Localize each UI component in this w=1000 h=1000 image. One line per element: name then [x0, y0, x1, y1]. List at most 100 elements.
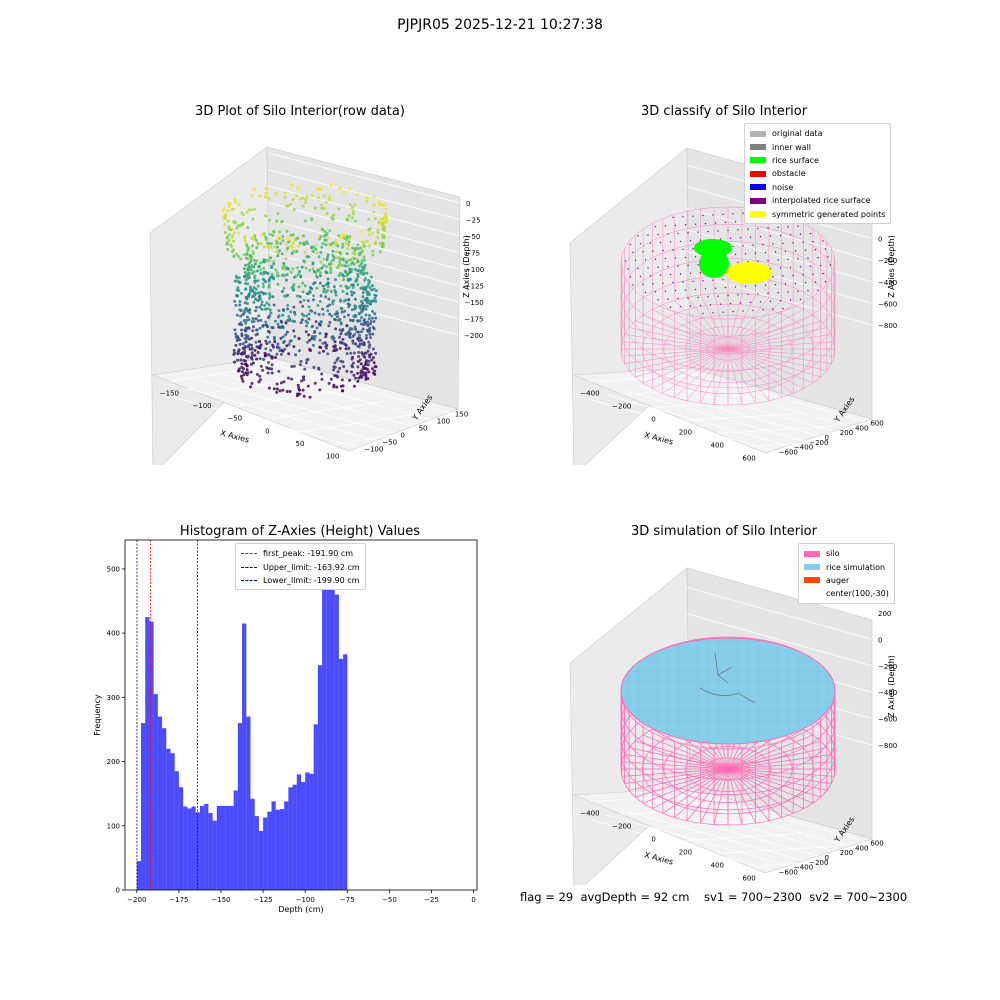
panel1-zlabel: Z Axies (Depth) — [461, 235, 471, 298]
histogram-bar — [305, 772, 310, 890]
histogram-bar — [246, 716, 251, 890]
y-axis-label: Frequency — [93, 694, 102, 736]
histogram-bar — [212, 820, 217, 891]
z-tick-label: −400 — [878, 279, 897, 287]
z-tick-label: −75 — [465, 250, 480, 258]
z-tick-label: −150 — [465, 299, 484, 307]
panel3-legend-entry: first_peak: -191.90 cm — [241, 547, 360, 560]
x-tick-label: −400 — [580, 810, 599, 818]
legend-swatch — [750, 130, 766, 137]
y-tick-label: −400 — [794, 444, 813, 452]
histogram-bar — [296, 774, 301, 891]
histogram-bar — [343, 654, 348, 891]
panel4-legend: silo rice simulation auger center(100,-30) — [798, 543, 895, 604]
legend-label: first_peak: -191.90 cm — [263, 549, 354, 559]
histogram-bar — [191, 806, 196, 891]
z-tick-label: −400 — [878, 689, 897, 697]
panel4-zlabel: Z Axies (Depth) — [886, 655, 896, 718]
histogram-bar — [250, 798, 255, 890]
pane-floor — [151, 356, 459, 452]
x-tick-label: −200 — [612, 403, 631, 411]
panel2-legend-entry: noise — [750, 181, 885, 194]
histogram-bar — [136, 861, 141, 891]
x-tick-label: 0 — [471, 896, 475, 904]
legend-swatch — [750, 211, 766, 218]
y-tick-label: 0 — [116, 887, 120, 895]
histogram-bar — [141, 723, 146, 890]
legend-swatch — [750, 170, 766, 177]
y-tick-label: −100 — [364, 446, 383, 454]
panel2-legend-entry: rice surface — [750, 154, 885, 167]
y-tick-label: 200 — [107, 758, 120, 766]
legend-swatch — [750, 157, 766, 164]
panel4-legend-entry: auger — [804, 574, 889, 587]
histogram-bar — [338, 658, 344, 890]
z-tick-label: −200 — [878, 257, 897, 265]
legend-label: Lower_limit: -199.90 cm — [263, 575, 360, 585]
y-tick-label: −400 — [794, 864, 813, 872]
histogram-bar — [279, 809, 285, 891]
y-tick-label: 150 — [455, 411, 468, 419]
y-tick-label: 0 — [400, 432, 404, 440]
panel2-legend-entry: symmetric generated points — [750, 207, 885, 220]
histogram-bar — [145, 617, 150, 891]
panel2-title: 3D classify of Silo Interior — [640, 104, 808, 119]
x-tick-label: −125 — [253, 896, 272, 904]
histogram-bar — [195, 812, 200, 891]
y-tick-label: 600 — [870, 839, 883, 847]
histogram-bar — [330, 570, 335, 891]
y-tick-label: 500 — [107, 565, 120, 573]
z-tick-label: −200 — [464, 332, 483, 340]
histogram-bar — [334, 594, 339, 890]
y-tick-label: 50 — [419, 425, 428, 433]
legend-label: Upper_limit: -163.92 cm — [263, 562, 360, 572]
x-tick-label: −75 — [340, 896, 355, 904]
y-tick-label: 600 — [870, 419, 883, 427]
histogram-bar — [313, 724, 318, 891]
panel2-zlabel: Z Axies (Depth) — [886, 235, 896, 298]
x-tick-label: −150 — [211, 896, 230, 904]
legend-label: center(100,-30) — [826, 589, 889, 599]
panel2-legend-entry: original data — [750, 127, 885, 140]
legend-swatch — [804, 564, 820, 571]
histogram-bar — [183, 806, 188, 891]
z-tick-label: 0 — [878, 636, 882, 644]
panel2-3d-plot: −400−2000200400600−600−400−2000200400600… — [569, 147, 897, 465]
x-tick-label: 200 — [679, 429, 692, 437]
panel2-legend-entry: inner wall — [750, 140, 885, 153]
y-tick-label: 100 — [437, 418, 450, 426]
legend-swatch — [750, 197, 766, 204]
auger — [699, 652, 756, 704]
y-tick-label: −50 — [382, 439, 397, 447]
z-tick-label: −50 — [466, 233, 481, 241]
x-axis-label: Depth (cm) — [278, 905, 323, 914]
y-tick-label: 400 — [855, 424, 868, 432]
z-tick-label: −800 — [878, 322, 897, 330]
legend-swatch — [804, 577, 820, 584]
panel4-legend-entry: rice simulation — [804, 560, 889, 573]
y-tick-label: 400 — [855, 844, 868, 852]
x-tick-label: 600 — [742, 455, 755, 463]
status-text: flag = 29 avgDepth = 92 cm sv1 = 700~230… — [520, 890, 908, 904]
legend-label: rice simulation — [826, 562, 886, 572]
y-tick-label: −600 — [779, 869, 798, 877]
x-tick-label: 0 — [651, 416, 655, 424]
y-tick-label: 0 — [825, 854, 829, 862]
y-tick-label: 400 — [107, 630, 120, 638]
histogram-bar — [157, 716, 163, 890]
histogram-bar — [199, 805, 205, 891]
z-tick-label: −175 — [464, 316, 483, 324]
legend-label: obstacle — [772, 169, 806, 179]
panel3-legend-entry: Upper_limit: -163.92 cm — [241, 560, 360, 573]
histogram-bar — [149, 621, 154, 890]
y-tick-label: −200 — [809, 439, 828, 447]
x-tick-label: 100 — [326, 453, 339, 461]
histogram-chart: −200 −175 −150 −125 −100 −75 −50 −25 0 0 100 200 300… — [93, 539, 478, 914]
symmetric-points-cluster — [726, 262, 772, 284]
legend-label: inner wall — [772, 142, 812, 152]
x-tick-label: 0 — [265, 427, 269, 435]
legend-swatch — [241, 579, 257, 581]
z-tick-label: 0 — [878, 236, 882, 244]
y-tick-label: −200 — [809, 859, 828, 867]
z-tick-label: 0 — [466, 200, 470, 208]
